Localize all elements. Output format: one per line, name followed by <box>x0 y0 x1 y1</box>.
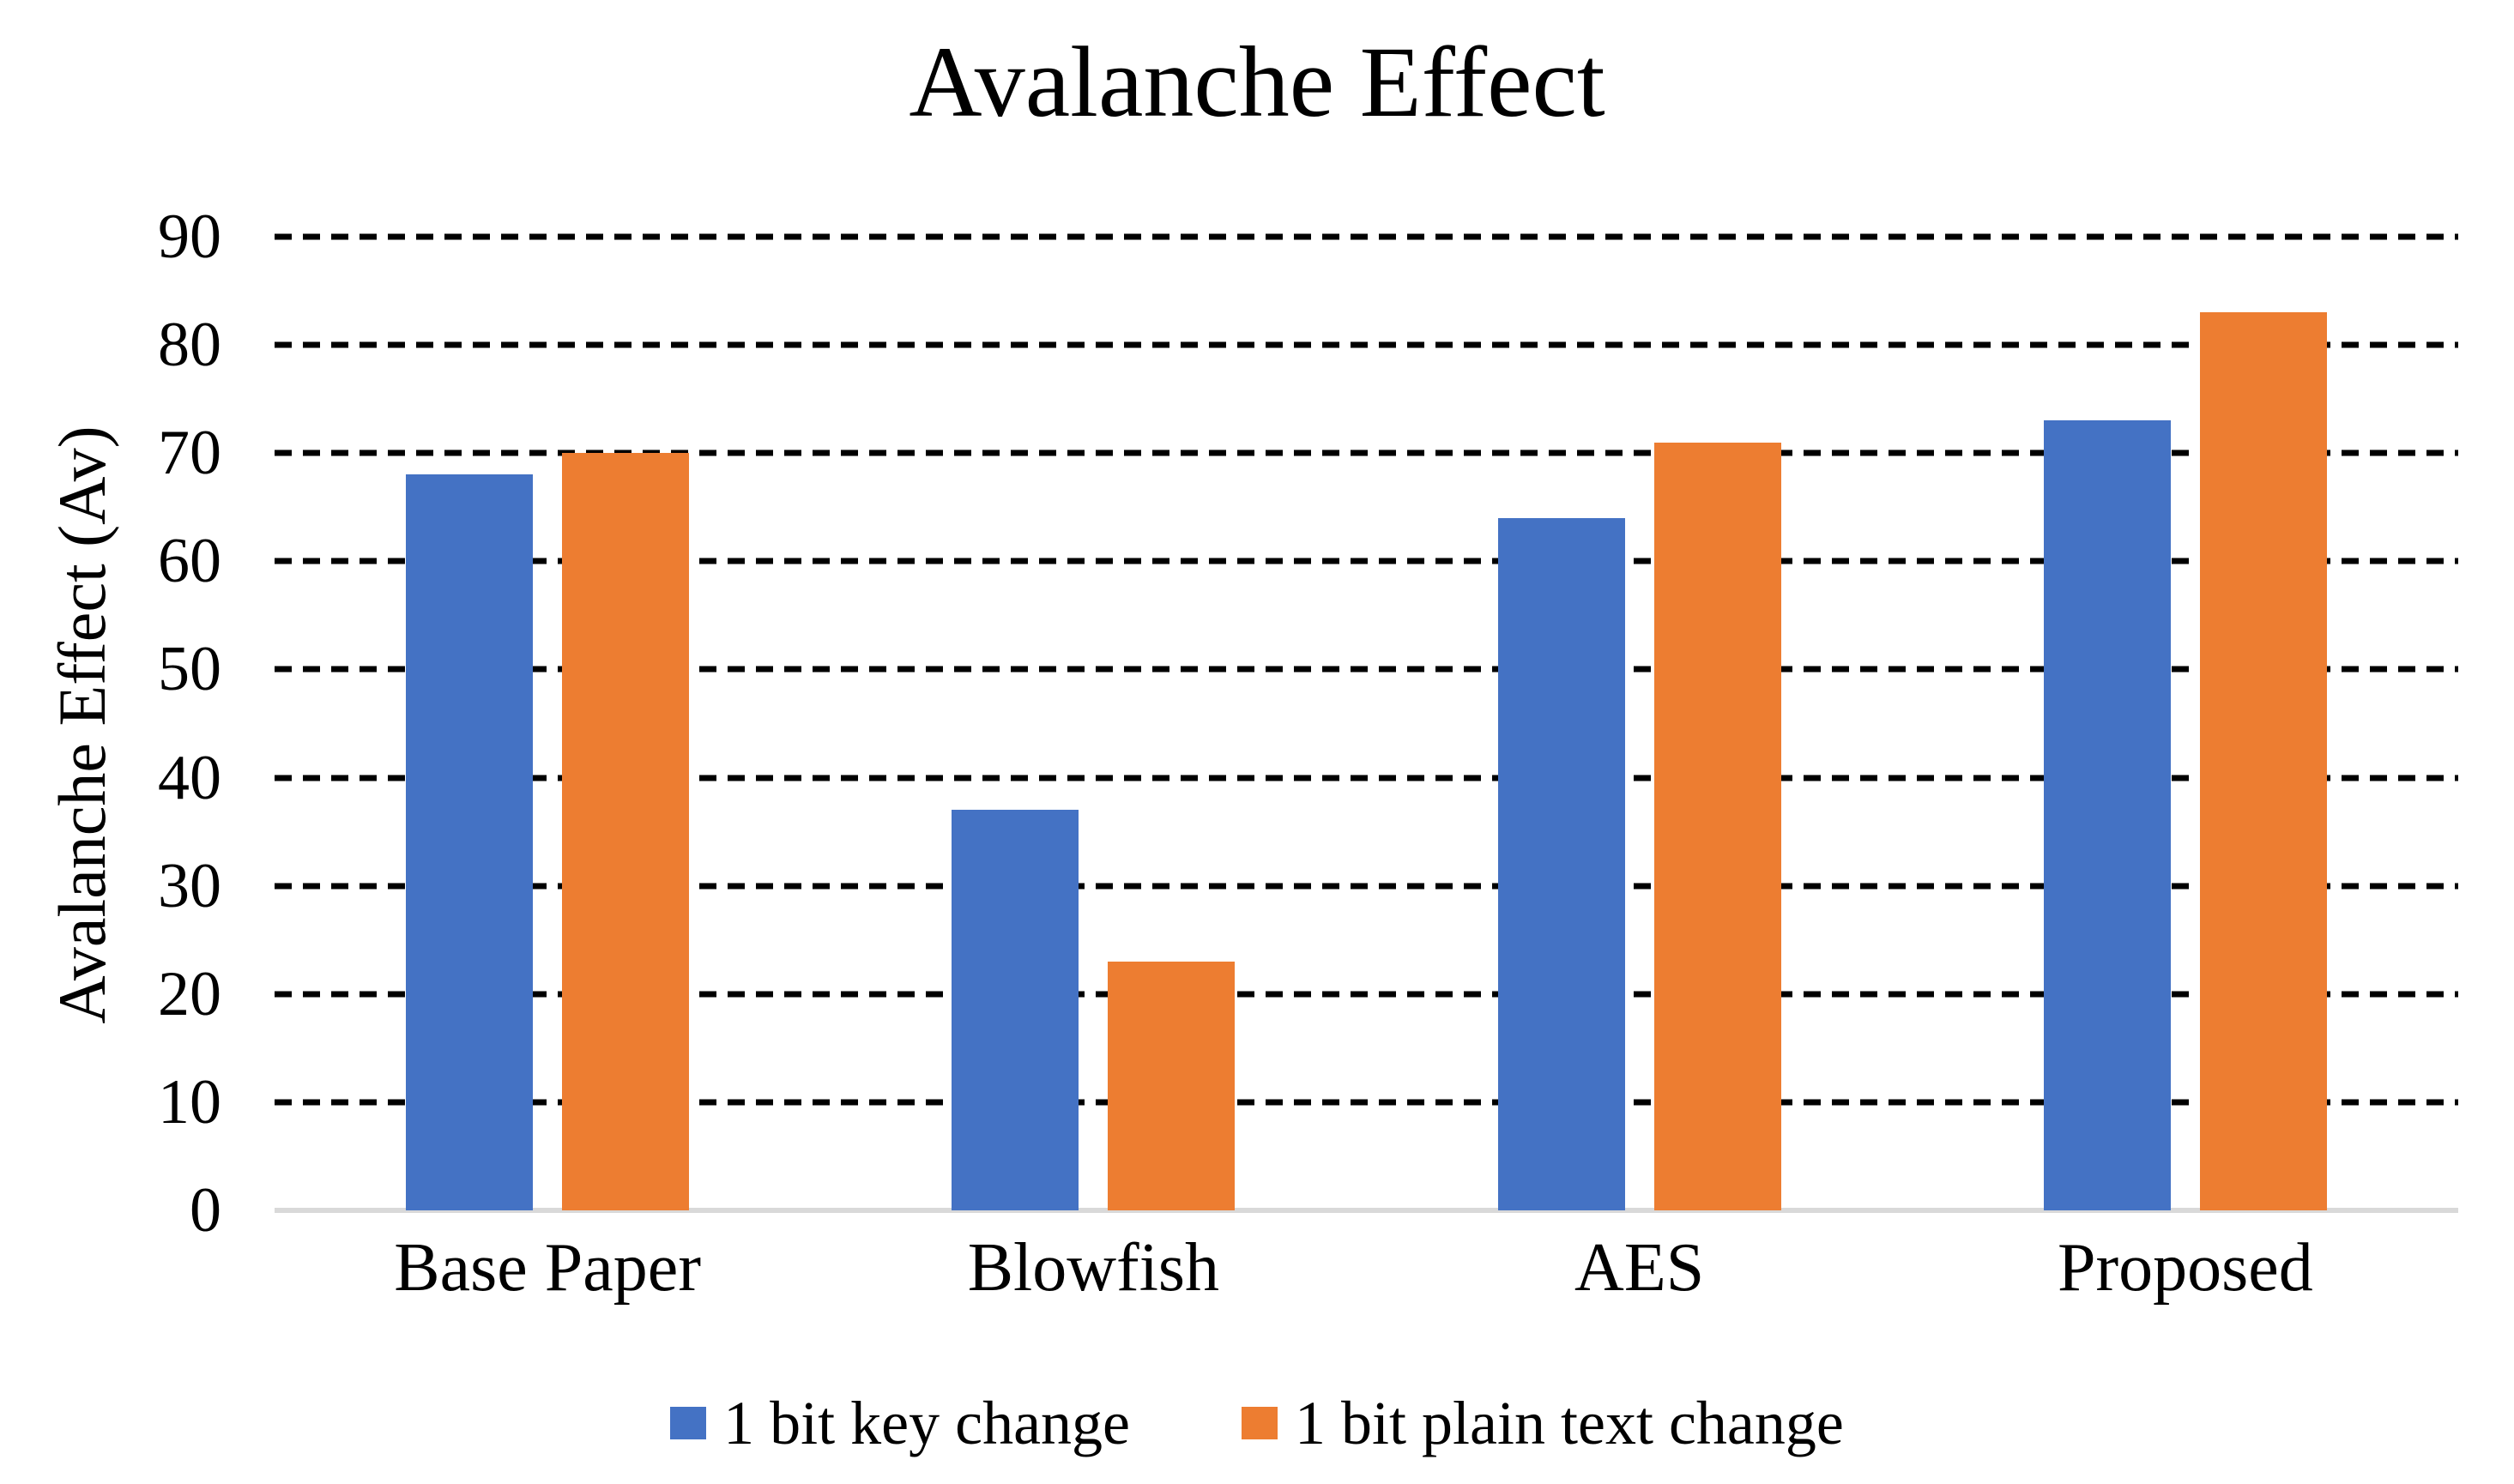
y-tick-label: 50 <box>158 634 221 705</box>
chart-title: Avalanche Effect <box>909 26 1605 138</box>
gridline <box>275 775 2458 781</box>
y-tick-label: 20 <box>158 958 221 1029</box>
y-tick-label: 0 <box>190 1175 221 1246</box>
y-tick-label: 70 <box>158 418 221 489</box>
gridline <box>275 341 2458 348</box>
y-tick-label: 60 <box>158 526 221 597</box>
y-tick-label: 90 <box>158 202 221 272</box>
x-category-label: Proposed <box>2057 1230 2313 1306</box>
plot-area <box>275 233 2458 1213</box>
gridline <box>275 558 2458 564</box>
gridline <box>275 233 2458 240</box>
gridline <box>275 883 2458 890</box>
bar <box>1108 961 1236 1210</box>
bar <box>1653 442 1781 1210</box>
y-axis-title: Avalanche Effect (Av) <box>45 425 119 1024</box>
y-tick-label: 80 <box>158 310 221 381</box>
gridline <box>275 666 2458 673</box>
x-category-label: AES <box>1574 1230 1705 1306</box>
gridline <box>275 449 2458 456</box>
legend-marker-icon <box>1242 1407 1278 1439</box>
legend: 1 bit key change 1 bit plain text change <box>0 1371 2514 1475</box>
y-tick-label: 40 <box>158 742 221 813</box>
bar <box>2199 312 2327 1210</box>
bar <box>1497 517 1625 1210</box>
bar <box>406 474 534 1210</box>
legend-item: 1 bit key change <box>670 1392 1130 1454</box>
y-tick-label: 10 <box>158 1066 221 1137</box>
x-category-label: Base Paper <box>394 1230 701 1306</box>
x-axis-baseline <box>275 1208 2458 1213</box>
bar <box>562 453 690 1210</box>
x-category-label: Blowfish <box>967 1230 1220 1306</box>
legend-label: 1 bit plain text change <box>1295 1389 1844 1457</box>
bar <box>952 810 1079 1210</box>
legend-marker-icon <box>670 1407 707 1439</box>
y-tick-label: 30 <box>158 850 221 921</box>
bar <box>2043 420 2171 1210</box>
legend-item: 1 bit plain text change <box>1242 1392 1844 1454</box>
gridline <box>275 991 2458 998</box>
legend-label: 1 bit key change <box>723 1389 1131 1457</box>
gridline <box>275 1099 2458 1106</box>
